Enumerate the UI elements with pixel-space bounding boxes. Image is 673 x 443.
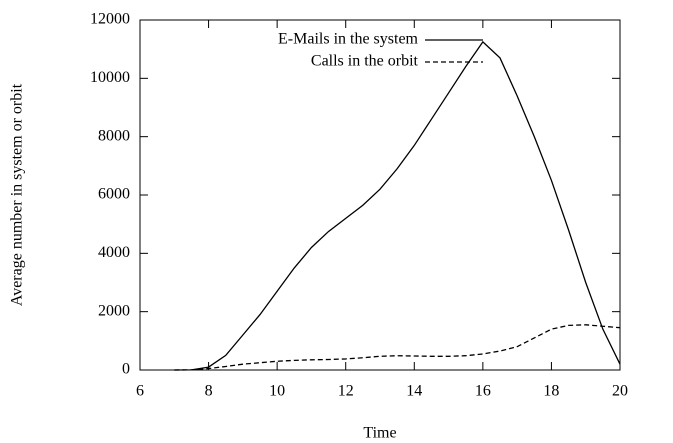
y-tick-label: 8000 xyxy=(98,127,130,144)
y-tick-label: 4000 xyxy=(98,244,130,261)
y-axis-label: Average number in system or orbit xyxy=(9,83,26,306)
x-tick-label: 6 xyxy=(136,383,144,400)
x-tick-label: 8 xyxy=(205,383,213,400)
legend-label: E-Mails in the system xyxy=(278,31,419,48)
x-tick-label: 12 xyxy=(338,383,354,400)
x-axis-label: Time xyxy=(363,425,396,442)
y-tick-label: 6000 xyxy=(98,186,130,203)
x-tick-label: 20 xyxy=(612,383,628,400)
y-tick-label: 12000 xyxy=(90,11,130,28)
y-tick-label: 0 xyxy=(122,361,130,378)
x-tick-label: 10 xyxy=(269,383,285,400)
data-line xyxy=(174,40,621,371)
x-tick-label: 14 xyxy=(406,383,422,400)
plot-frame xyxy=(139,19,621,371)
y-tick-label: 2000 xyxy=(98,302,130,319)
x-tick-label: 16 xyxy=(475,383,491,400)
legend-label: Calls in the orbit xyxy=(311,53,419,70)
x-tick-label: 18 xyxy=(543,383,559,400)
data-line xyxy=(174,324,621,371)
y-tick-label: 10000 xyxy=(90,69,130,86)
